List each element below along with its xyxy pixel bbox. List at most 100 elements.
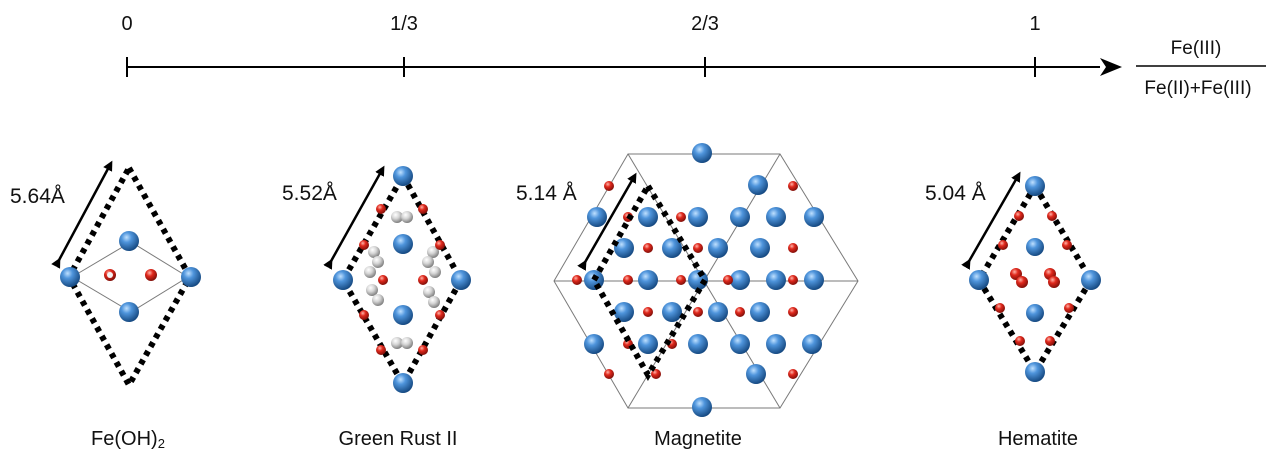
fe-atom <box>587 207 607 227</box>
o-atom <box>359 310 369 320</box>
fe-atom <box>688 334 708 354</box>
o-atom <box>1015 336 1025 346</box>
h-atoms <box>364 211 441 349</box>
h-atom <box>401 337 413 349</box>
fe-atom <box>730 270 750 290</box>
o-atom <box>643 243 653 253</box>
fe-atom <box>730 334 750 354</box>
fe-atom <box>692 143 712 163</box>
o-atom <box>435 240 445 250</box>
lattice-parameter: 5.64Å <box>10 185 65 208</box>
o-atom <box>145 269 157 281</box>
h-atom <box>429 266 441 278</box>
cell-outline <box>71 241 189 313</box>
o-atom <box>676 212 686 222</box>
structure-name: Hematite <box>998 428 1078 450</box>
h-atom <box>107 272 113 278</box>
fe-atom <box>750 302 770 322</box>
fe-atom <box>614 238 634 258</box>
o-atoms <box>995 211 1074 346</box>
o-atom <box>643 307 653 317</box>
h-atom <box>427 246 439 258</box>
o-atom <box>1047 211 1057 221</box>
unit-cell-dashed <box>65 161 194 392</box>
lattice-parameter: 5.52Å <box>282 182 337 205</box>
fe-atom <box>766 334 786 354</box>
axis-arrowhead <box>1100 58 1122 76</box>
fe-atom <box>1025 362 1045 382</box>
structure-hematite: 5.04 Å Hematite <box>925 171 1101 450</box>
fe-atom <box>333 270 353 290</box>
structure-name: Magnetite <box>654 428 742 450</box>
o-atom <box>1045 336 1055 346</box>
o-atom <box>359 240 369 250</box>
fe-atom <box>746 364 766 384</box>
fe-atom <box>638 207 658 227</box>
o-atom <box>788 243 798 253</box>
h-atom <box>372 294 384 306</box>
fe-atom <box>802 334 822 354</box>
fe-atom <box>804 270 824 290</box>
h-atom <box>391 337 403 349</box>
fe-atom <box>638 270 658 290</box>
o-atom <box>998 240 1008 250</box>
o-atom <box>418 345 428 355</box>
o-atom <box>435 310 445 320</box>
o-atom <box>418 275 428 285</box>
fe-atom <box>451 270 471 290</box>
fe-atom <box>662 302 682 322</box>
fe-atoms <box>333 166 471 393</box>
fe-atom <box>638 334 658 354</box>
name-subscript: 2 <box>158 436 165 451</box>
structure-fe-oh2: 5.64Å Fe(OH)2 <box>10 160 201 451</box>
fe-atom <box>393 373 413 393</box>
lattice-arrow <box>577 172 637 271</box>
o-atom <box>376 204 386 214</box>
fe-atom <box>1026 238 1044 256</box>
fe-atom <box>1026 304 1044 322</box>
o-atom <box>1064 303 1074 313</box>
axis-tick-label: 1/3 <box>390 13 418 35</box>
fe-atom <box>584 334 604 354</box>
o-atom <box>378 275 388 285</box>
o-atom <box>676 275 686 285</box>
o-atom <box>788 181 798 191</box>
lattice-arrow <box>961 171 1021 270</box>
o-atom <box>1062 240 1072 250</box>
axis-tick-label: 0 <box>121 13 132 35</box>
fe-atom <box>969 270 989 290</box>
fe-atom <box>393 166 413 186</box>
fe-atom <box>766 207 786 227</box>
axis-tick-label: 1 <box>1029 13 1040 35</box>
o-atom <box>693 307 703 317</box>
ratio-denominator: Fe(II)+Fe(III) <box>1144 78 1251 99</box>
o-atom <box>1016 276 1028 288</box>
o-atom <box>623 275 633 285</box>
lattice-parameter: 5.14 Å <box>516 182 577 205</box>
o-atoms <box>359 204 445 355</box>
fe-atom <box>1025 176 1045 196</box>
o-atom <box>604 181 614 191</box>
o-atom <box>1014 211 1024 221</box>
o-atom <box>376 345 386 355</box>
lattice-arrow <box>51 160 113 269</box>
o-atom <box>418 204 428 214</box>
o-atom <box>788 275 798 285</box>
axis-tick-label: 2/3 <box>691 13 719 35</box>
h-atom <box>428 296 440 308</box>
fe-atom <box>119 302 139 322</box>
fe-atom <box>60 267 80 287</box>
fe-atom <box>393 305 413 325</box>
fe-atoms <box>969 176 1101 382</box>
o-atom <box>995 303 1005 313</box>
fe-atom <box>393 234 413 254</box>
axis-ticks <box>126 57 1036 77</box>
fe-atom <box>804 207 824 227</box>
fe-atom <box>766 270 786 290</box>
o-atom <box>693 243 703 253</box>
o-atom <box>723 275 733 285</box>
ratio-numerator: Fe(III) <box>1171 38 1222 59</box>
o-atom <box>572 275 582 285</box>
fe-atom <box>614 302 634 322</box>
fe-atom <box>730 207 750 227</box>
